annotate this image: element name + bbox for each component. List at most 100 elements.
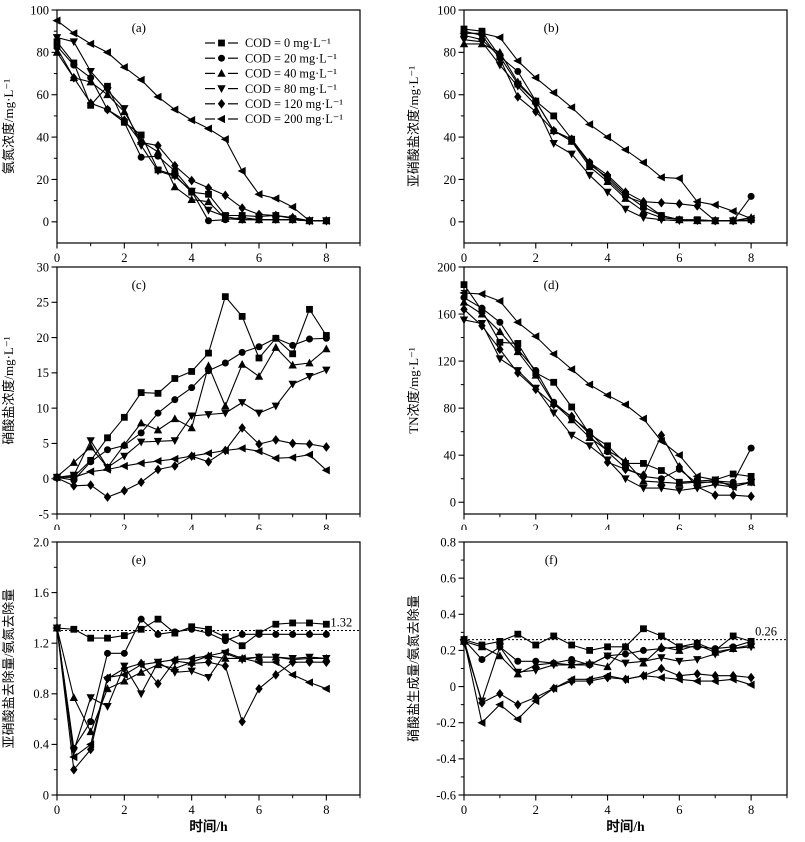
triangle-left-marker bbox=[86, 467, 95, 476]
y-tick-label: 20 bbox=[37, 331, 50, 345]
triangle-up-marker bbox=[69, 458, 79, 466]
triangle-down-marker bbox=[657, 484, 666, 493]
y-tick-label: 80 bbox=[37, 46, 50, 60]
y-tick-label: 20 bbox=[37, 173, 50, 187]
circle-marker bbox=[87, 718, 95, 726]
x-axis-title: 时间/h bbox=[606, 818, 645, 834]
triangle-left-marker bbox=[602, 132, 612, 142]
square-marker bbox=[137, 625, 145, 633]
square-marker bbox=[640, 625, 647, 633]
square-marker bbox=[238, 313, 246, 320]
x-tick-label: 0 bbox=[54, 522, 60, 530]
series-diamond bbox=[53, 423, 331, 502]
triangle-left-marker bbox=[459, 288, 468, 297]
triangle-up-marker bbox=[120, 676, 129, 685]
triangle-down-marker bbox=[675, 217, 684, 226]
x-tick-label: 8 bbox=[323, 803, 329, 817]
diamond-marker bbox=[204, 456, 213, 467]
triangle-down-marker bbox=[531, 101, 540, 110]
triangle-left-marker bbox=[254, 190, 263, 199]
diamond-marker bbox=[675, 199, 684, 209]
triangle-down-marker bbox=[585, 442, 594, 451]
circle-marker bbox=[272, 334, 280, 342]
diamond-marker bbox=[86, 98, 95, 108]
y-tick-label: 0.4 bbox=[33, 738, 49, 752]
x-tick-label: 6 bbox=[676, 251, 682, 262]
diamond-marker bbox=[496, 689, 504, 699]
triangle-down-marker bbox=[621, 659, 630, 668]
square-marker bbox=[104, 634, 111, 642]
circle-marker bbox=[255, 630, 263, 638]
y-tick-label: 2.0 bbox=[33, 535, 49, 549]
triangle-down-marker bbox=[549, 409, 558, 418]
square-marker bbox=[550, 378, 558, 386]
y-tick-label: 120 bbox=[437, 354, 456, 368]
y-tick-label: -0.2 bbox=[436, 716, 456, 730]
diamond-marker bbox=[86, 480, 95, 490]
x-tick-label: 2 bbox=[533, 522, 539, 530]
x-tick-label: 8 bbox=[323, 251, 329, 262]
triangle-left-marker bbox=[656, 673, 665, 682]
triangle-left-marker bbox=[288, 453, 297, 462]
triangle-left-marker bbox=[86, 740, 95, 749]
triangle-up-marker bbox=[136, 418, 146, 427]
triangle-left-marker bbox=[304, 216, 313, 225]
diamond-legend-marker bbox=[217, 99, 226, 109]
triangle-left-marker bbox=[656, 173, 665, 182]
diamond-marker bbox=[204, 183, 213, 193]
x-tick-label: 2 bbox=[533, 803, 539, 817]
series-diamond bbox=[53, 623, 331, 775]
x-tick-label: 4 bbox=[189, 251, 196, 262]
square-marker bbox=[70, 625, 78, 633]
panel-e-nitrite-ratio-chart: 0 2 4 6 8 0 0.4 0.8 1.2 1.6 2.0 亚硝酸盐去除量/氨氮去除量 时间/h (e… bbox=[0, 530, 402, 837]
triangle-up-marker bbox=[305, 358, 314, 367]
x-tick-label: 2 bbox=[121, 522, 127, 530]
x-tick-label: 0 bbox=[54, 803, 60, 817]
y-axis-title: 氨氮浓度/mg·L⁻¹ bbox=[1, 79, 16, 174]
triangle-left-marker bbox=[674, 675, 683, 684]
diamond-marker bbox=[70, 480, 78, 491]
triangle-left-marker bbox=[203, 651, 212, 660]
triangle-left-marker bbox=[220, 647, 229, 657]
square-marker bbox=[496, 338, 504, 346]
circle-marker bbox=[272, 630, 280, 638]
triangle-left-marker bbox=[477, 718, 486, 727]
diamond-marker bbox=[103, 492, 112, 502]
series-diamond bbox=[460, 304, 755, 502]
series-square bbox=[460, 625, 755, 654]
triangle-left-marker bbox=[271, 658, 280, 667]
triangle-left-marker bbox=[220, 135, 229, 144]
series-triangle-down bbox=[52, 34, 331, 226]
diamond-marker bbox=[272, 210, 280, 221]
circle-marker bbox=[154, 409, 162, 417]
triangle-up-marker bbox=[170, 182, 180, 191]
square-marker bbox=[137, 389, 145, 397]
triangle-down-marker bbox=[711, 650, 720, 659]
triangle-left-marker bbox=[728, 482, 737, 492]
triangle-left-legend-marker bbox=[216, 114, 225, 124]
panel-tag: (c) bbox=[132, 277, 146, 292]
triangle-left-marker bbox=[136, 660, 145, 669]
circle-marker bbox=[639, 646, 647, 654]
x-tick-label: 8 bbox=[748, 803, 754, 817]
triangle-up-marker bbox=[204, 197, 213, 206]
diamond-marker bbox=[187, 175, 196, 186]
y-tick-label: 200 bbox=[437, 262, 456, 274]
y-tick-label: 15 bbox=[37, 366, 50, 380]
triangle-left-marker bbox=[567, 103, 576, 112]
legend-item: COD = 200 mg·L⁻¹ bbox=[205, 112, 343, 126]
diamond-marker bbox=[154, 140, 162, 151]
y-tick-label: 0 bbox=[450, 215, 456, 229]
square-marker bbox=[289, 619, 297, 627]
circle-marker bbox=[289, 341, 297, 349]
triangle-down-marker bbox=[69, 38, 79, 47]
circle-marker bbox=[137, 429, 145, 437]
diamond-marker bbox=[288, 657, 297, 667]
triangle-left-marker bbox=[585, 380, 594, 389]
triangle-up-marker bbox=[621, 194, 630, 202]
y-tick-label: 1.6 bbox=[33, 586, 49, 600]
triangle-down-marker bbox=[120, 105, 129, 113]
diamond-marker bbox=[711, 490, 719, 500]
circle-marker bbox=[104, 446, 111, 454]
triangle-down-marker bbox=[322, 366, 331, 375]
